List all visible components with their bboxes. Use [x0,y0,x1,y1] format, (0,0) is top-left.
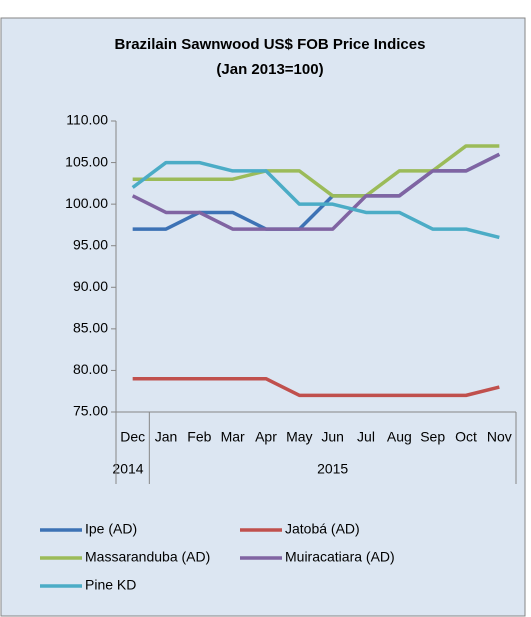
chart-subtitle: (Jan 2013=100) [216,61,323,78]
x-tick-label: Nov [487,429,512,445]
x-tick-label: May [286,429,312,445]
series-line [131,160,500,240]
y-tick-label: 80.00 [73,361,108,377]
x-tick-label: Jan [155,429,178,445]
y-tick-label: 90.00 [73,278,108,294]
x-group-label: 2015 [317,461,348,477]
legend-label: Jatobá (AD) [285,521,360,537]
legend-label: Ipe (AD) [85,521,137,537]
x-tick-label: Jul [357,429,375,445]
y-tick-label: 85.00 [73,320,108,336]
chart-title: Brazilain Sawnwood US$ FOB Price Indices [115,36,426,53]
x-tick-label: Jun [321,429,344,445]
y-tick-label: 75.00 [73,403,108,419]
series-line [132,144,500,198]
x-tick-label: Feb [187,429,211,445]
y-tick-label: 100.00 [65,195,108,211]
series-line [132,376,500,398]
y-tick-label: 110.00 [66,112,108,128]
chart-background [0,17,526,617]
x-tick-label: Oct [455,429,477,445]
x-tick-label: Sep [420,429,445,445]
x-tick-label: Mar [221,429,245,445]
x-tick-label: Apr [255,429,277,445]
y-tick-label: 105.00 [65,153,108,169]
y-tick-label: 95.00 [73,236,108,252]
legend-label: Pine KD [85,577,136,593]
legend-label: Massaranduba (AD) [85,549,210,565]
legend-label: Muiracatiara (AD) [285,549,395,565]
x-tick-label: Aug [387,429,412,445]
series-line [131,152,501,231]
x-tick-label: Dec [120,429,145,445]
x-group-label: 2014 [112,461,143,477]
